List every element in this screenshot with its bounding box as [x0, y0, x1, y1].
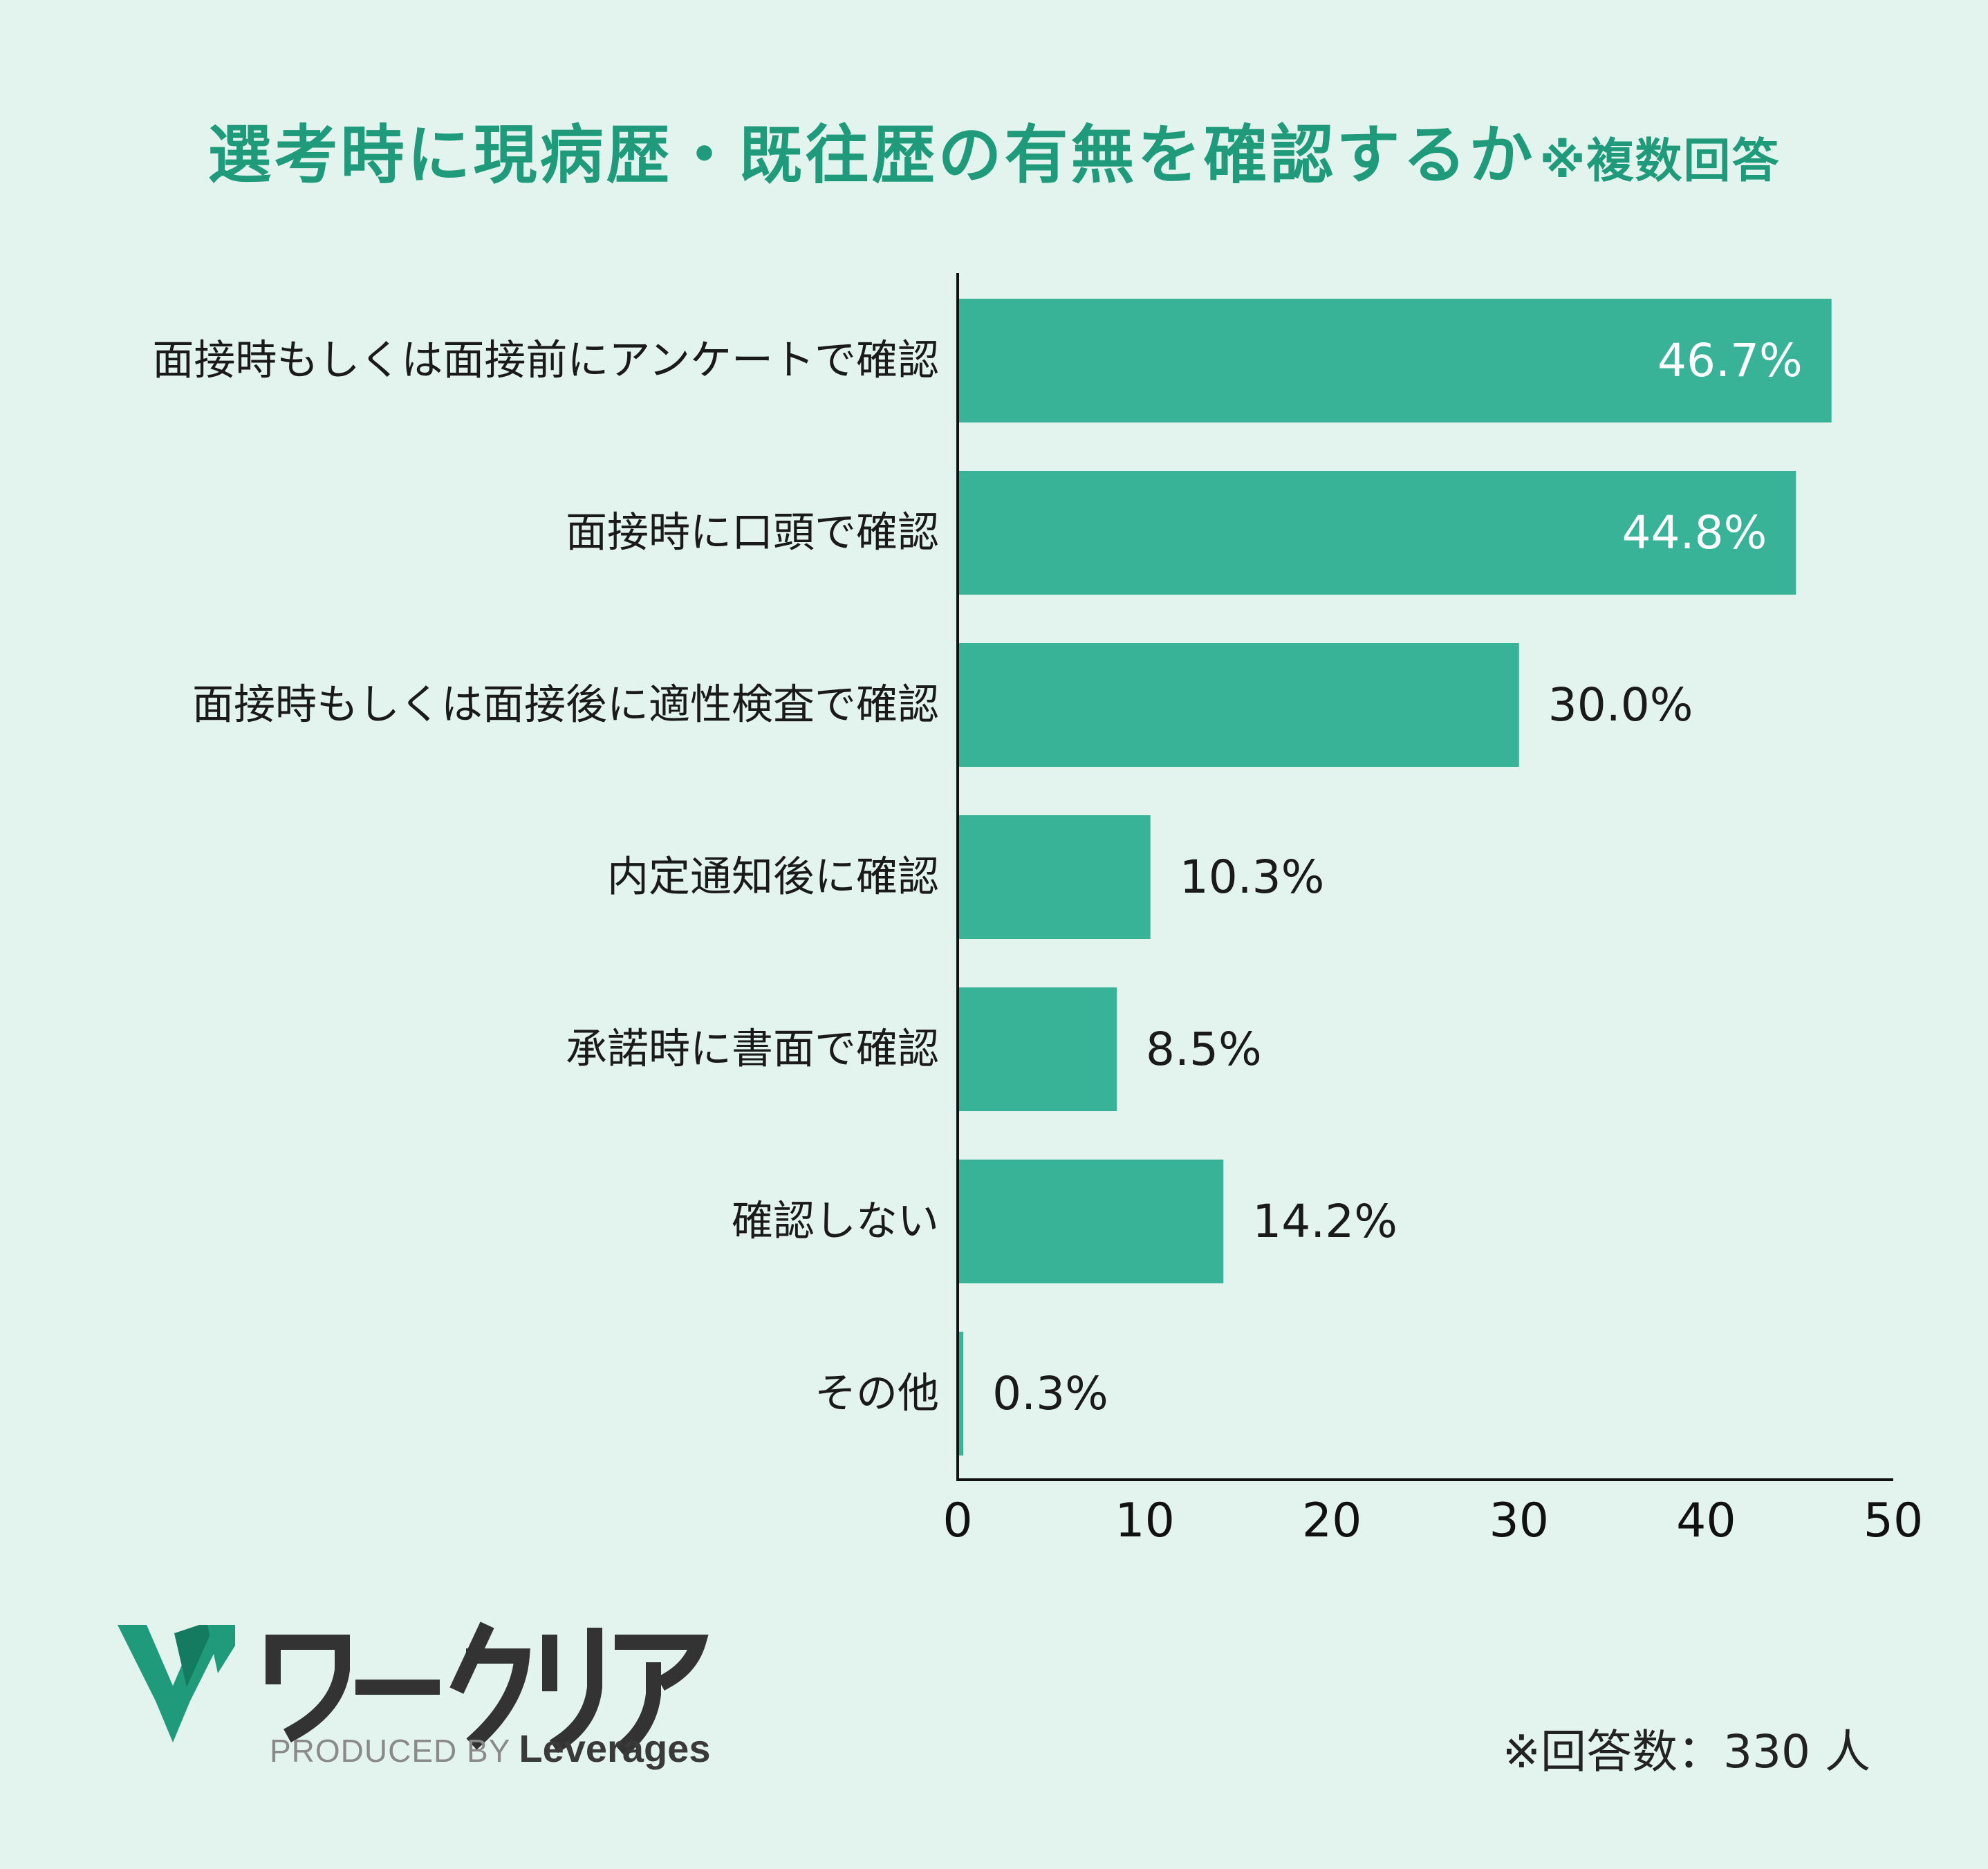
x-tick-label: 40 [1676, 1494, 1736, 1548]
x-tick-label: 0 [942, 1494, 972, 1548]
axes [956, 273, 1893, 1481]
logo-wordmark [266, 1621, 709, 1757]
category-label: 承諾時に書面で確認 [566, 1025, 939, 1074]
x-tick-label: 30 [1489, 1494, 1550, 1548]
title-note: ※複数回答 [1539, 134, 1781, 189]
value-label: 10.3% [1180, 850, 1325, 904]
respondent-count: ※回答数：330 人 [1502, 1725, 1870, 1778]
chart-title: 選考時に現病歴・既往歴の有無を確認するか※複数回答 [0, 104, 1988, 196]
produced-by-text: PRODUCED BY [270, 1733, 511, 1769]
x-tick-label: 10 [1115, 1494, 1175, 1548]
bar-6 [958, 1332, 964, 1456]
category-label: その他 [815, 1370, 939, 1418]
category-labels: 面接時もしくは面接前にアンケートで確認面接時に口頭で確認面接時もしくは面接後に適… [152, 337, 939, 1418]
value-label: 8.5% [1146, 1023, 1262, 1076]
x-tick-labels: 0 10 20 30 40 50 [942, 1494, 1923, 1548]
category-label: 面接時もしくは面接前にアンケートで確認 [152, 337, 939, 385]
logo-mark-icon [118, 1625, 235, 1742]
bars-group [958, 299, 1832, 1456]
bar-0 [958, 299, 1832, 422]
bar-2 [958, 643, 1519, 767]
bar-4 [958, 987, 1117, 1111]
category-label: 確認しない [732, 1198, 939, 1246]
category-label: 面接時に口頭で確認 [566, 509, 939, 557]
category-label: 面接時もしくは面接後に適性検査で確認 [192, 681, 939, 729]
bar-1 [958, 471, 1796, 595]
workclear-logo [118, 1621, 709, 1757]
value-labels: 46.7% 44.8% 30.0% 10.3% 8.5% 14.2% 0.3% [992, 334, 1803, 1420]
x-tick-label: 20 [1302, 1494, 1362, 1548]
title-text: 選考時に現病歴・既往歴の有無を確認するか [207, 118, 1536, 192]
company-name: Leverages [519, 1727, 711, 1770]
category-label: 内定通知後に確認 [607, 853, 939, 902]
value-label: 46.7% [1657, 334, 1803, 387]
value-label: 44.8% [1622, 506, 1767, 559]
value-label: 30.0% [1548, 678, 1693, 732]
bar-3 [958, 815, 1151, 939]
produced-by: PRODUCED BY Leverages [270, 1726, 710, 1771]
x-tick-label: 50 [1864, 1494, 1924, 1548]
bar-5 [958, 1160, 1224, 1283]
value-label: 14.2% [1252, 1195, 1397, 1248]
value-label: 0.3% [992, 1367, 1108, 1420]
bar-chart: 面接時もしくは面接前にアンケートで確認面接時に口頭で確認面接時もしくは面接後に適… [152, 273, 1923, 1548]
